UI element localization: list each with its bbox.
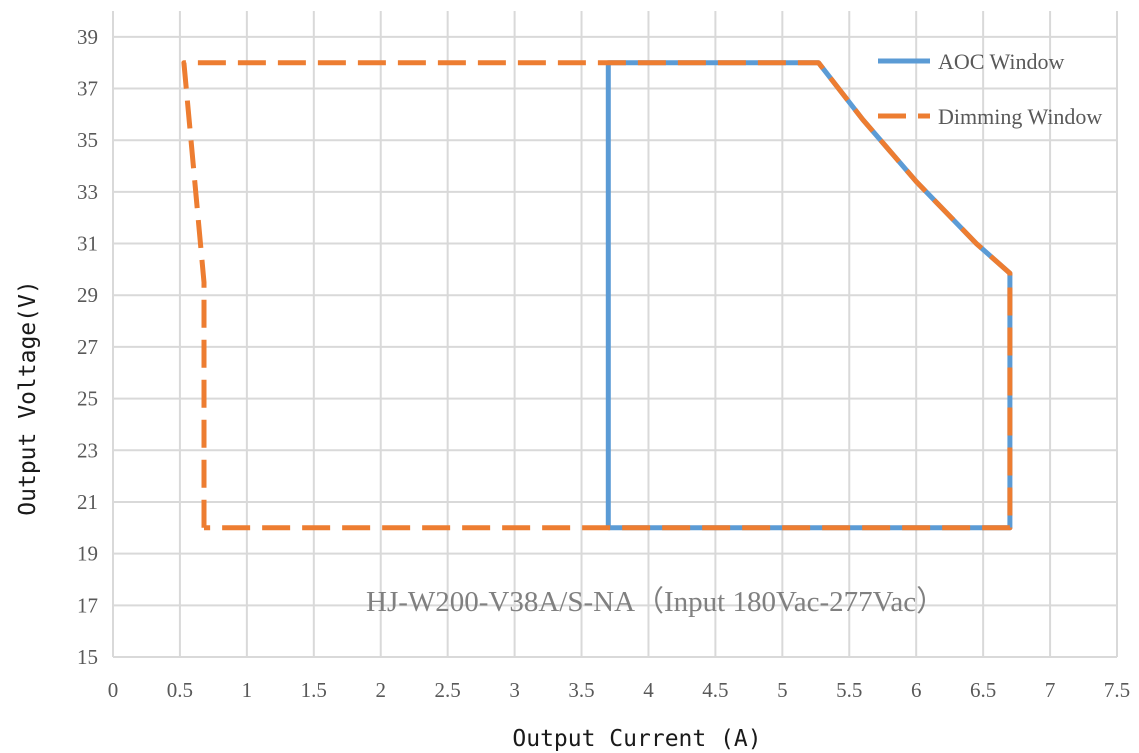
y-tick-label: 39: [77, 25, 98, 49]
x-axis-title: Output Current (A): [512, 726, 761, 752]
x-tick-label: 2.5: [435, 678, 461, 702]
y-tick-label: 37: [77, 77, 98, 101]
legend-label-aoc-window: AOC Window: [938, 49, 1065, 74]
y-tick-label: 33: [77, 180, 98, 204]
x-tick-label: 1: [242, 678, 253, 702]
y-tick-label: 15: [77, 645, 98, 669]
legend: AOC Window Dimming Window: [878, 49, 1102, 129]
x-axis-ticks: 0 0.5 1 1.5 2 2.5 3 3.5 4 4.5 5 5.5 6 6.5 7 7.5: [108, 678, 1130, 702]
x-tick-label: 4: [643, 678, 654, 702]
series-layer: [181, 60, 1013, 531]
x-tick-label: 3: [509, 678, 520, 702]
y-tick-label: 35: [77, 128, 98, 152]
y-tick-label: 25: [77, 387, 98, 411]
y-tick-label: 17: [77, 593, 98, 617]
x-tick-label: 0.5: [167, 678, 193, 702]
x-tick-label: 7: [1045, 678, 1056, 702]
x-tick-label: 3.5: [568, 678, 594, 702]
y-tick-label: 19: [77, 542, 98, 566]
y-tick-label: 31: [77, 232, 98, 256]
x-tick-label: 5: [777, 678, 788, 702]
x-tick-label: 4.5: [702, 678, 728, 702]
y-tick-label: 27: [77, 335, 98, 359]
y-tick-label: 23: [77, 438, 98, 462]
series-line-dimming-window: [181, 60, 1013, 531]
y-tick-label: 29: [77, 283, 98, 307]
grid: [112, 11, 1118, 658]
legend-label-dimming-window: Dimming Window: [938, 104, 1102, 129]
x-tick-label: 2: [375, 678, 386, 702]
y-axis-title: Output Voltage(V): [15, 280, 41, 515]
y-tick-label: 21: [77, 490, 98, 514]
x-tick-label: 1.5: [301, 678, 327, 702]
x-tick-label: 0: [108, 678, 119, 702]
x-tick-label: 7.5: [1104, 678, 1130, 702]
x-tick-label: 5.5: [836, 678, 862, 702]
x-tick-label: 6: [911, 678, 922, 702]
chart-annotation: HJ-W200-V38A/S-NA（Input 180Vac-277Vac）: [366, 586, 945, 618]
y-axis-ticks: 15 17 19 21 23 25 27 29 31 33 35 37 39: [77, 25, 98, 669]
x-tick-label: 6.5: [970, 678, 996, 702]
